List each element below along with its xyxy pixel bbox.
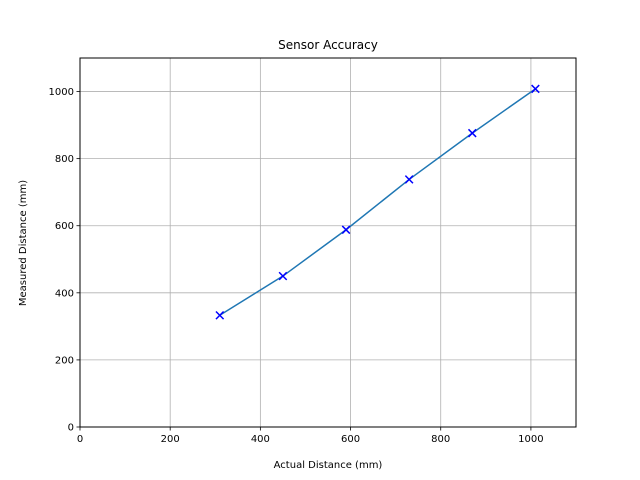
data-point-marker: [467, 128, 477, 138]
y-tick-label: 400: [55, 288, 74, 299]
x-tick-label: 1000: [518, 434, 543, 445]
y-tick-label: 600: [55, 221, 74, 232]
plot-area: [79, 57, 577, 428]
x-tick-label: 400: [251, 434, 270, 445]
y-tick-label: 0: [68, 423, 74, 434]
axis-ticks: 0 200 400 600 800 1000 0 200 400 600 800 1000: [49, 87, 544, 445]
y-axis-label: Measured Distance (mm): [18, 180, 29, 306]
x-tick-label: 800: [431, 434, 450, 445]
chart-title: Sensor Accuracy: [278, 38, 378, 52]
x-tick-label: 200: [161, 434, 180, 445]
x-axis-label: Actual Distance (mm): [274, 460, 383, 471]
data-point-marker: [215, 310, 225, 320]
data-point-marker: [341, 225, 351, 235]
y-tick-label: 1000: [49, 87, 74, 98]
y-tick-label: 800: [55, 154, 74, 165]
y-tick-label: 200: [55, 355, 74, 366]
data-point-marker: [278, 271, 288, 281]
x-tick-label: 0: [77, 434, 83, 445]
series: [215, 84, 540, 320]
x-tick-label: 600: [341, 434, 360, 445]
data-point-marker: [404, 175, 414, 184]
series-line: [219, 88, 536, 316]
data-point-marker: [531, 84, 540, 94]
